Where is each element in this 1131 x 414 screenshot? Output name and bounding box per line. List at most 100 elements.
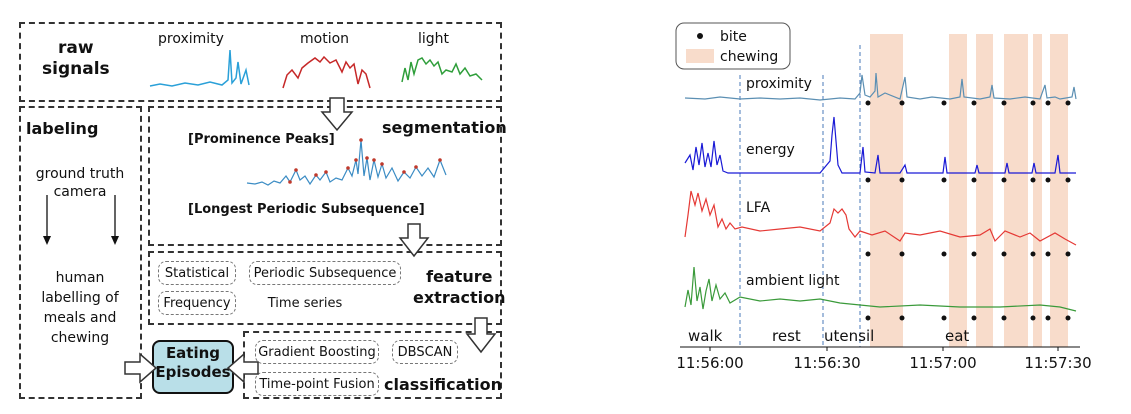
phase-label-eat: eat (945, 327, 969, 345)
bite-marker (899, 100, 905, 106)
proximity-thumbnail (149, 49, 250, 87)
bite-marker (865, 315, 871, 321)
segmentation-box (148, 106, 502, 246)
arrow-down-icon (398, 223, 430, 258)
arrow-down-icon (320, 97, 354, 132)
labeling-title: labeling (26, 119, 99, 138)
feature-title-line1: feature (426, 267, 493, 286)
segmentation-signal (246, 138, 447, 186)
bite-marker (1045, 315, 1051, 321)
bite-marker (899, 251, 905, 257)
light-thumbnail (401, 57, 483, 83)
chewing-regions (870, 34, 1068, 347)
ground-truth-line2: camera (53, 184, 107, 200)
phase-label-utensil: utensil (824, 327, 874, 345)
classifier-dbscan: DBSCAN (392, 340, 458, 364)
labeling-arrows (43, 195, 119, 245)
energy-trace (684, 116, 1076, 174)
legend-bite-label: bite (720, 29, 747, 45)
bite-marker (1030, 251, 1036, 257)
bite-marker (1030, 315, 1036, 321)
human-line2: labelling of (41, 290, 119, 306)
raw-signals-title-line2: signals (42, 59, 110, 79)
bite-marker (1045, 251, 1051, 257)
eating-episodes-line2: Episodes (155, 363, 231, 381)
bite-marker (1045, 100, 1051, 106)
phase-label-walk: walk (688, 327, 723, 345)
bite-marker (1045, 177, 1051, 183)
feature-title-line2: extraction (413, 288, 506, 307)
bite-marker (971, 177, 977, 183)
chewing-region (976, 34, 993, 347)
bite-marker (1001, 251, 1007, 257)
classifier-time-point-fusion: Time-point Fusion (255, 372, 379, 396)
feature-time-series: Time series (255, 291, 355, 315)
signal-label-light: light (418, 31, 450, 47)
bite-markers (865, 100, 1071, 321)
bite-marker (1030, 177, 1036, 183)
proximity-trace (684, 72, 1077, 101)
labeling-ground-truth: ground truth camera (30, 165, 130, 201)
bite-marker (1001, 177, 1007, 183)
bite-marker (1065, 177, 1071, 183)
feature-statistical: Statistical (158, 261, 236, 285)
labeling-human: human labelling of meals and chewing (30, 268, 130, 348)
x-tick-label: 11:57:30 (1024, 354, 1091, 372)
chewing-region (870, 34, 903, 347)
x-tick-label: 11:57:00 (909, 354, 976, 372)
arrow-down-icon (111, 236, 119, 245)
arrow-left-icon (226, 352, 259, 384)
trace-label-lfa: LFA (746, 200, 771, 216)
feature-extraction-box (148, 251, 502, 325)
lfa-trace (684, 190, 1077, 246)
trace-label-proximity: proximity (746, 76, 812, 92)
human-line4: chewing (50, 330, 110, 346)
chewing-region (1050, 34, 1068, 347)
x-tick-label: 11:56:00 (676, 354, 743, 372)
bite-marker (1001, 315, 1007, 321)
segmentation-method-peaks: [Prominence Peaks] (188, 132, 335, 147)
signal-label-proximity: proximity (158, 31, 224, 47)
phase-dividers (739, 45, 861, 347)
plot-legend: bite chewing (675, 22, 791, 70)
chewing-region (949, 34, 967, 347)
bite-marker (971, 100, 977, 106)
raw-signals-title: raw signals (42, 38, 110, 80)
eating-episodes-line1: Eating (165, 344, 221, 362)
feature-periodic-subsequence: Periodic Subsequence (249, 261, 401, 285)
feature-frequency: Frequency (158, 291, 236, 315)
bite-marker (1065, 251, 1071, 257)
bite-marker (1065, 100, 1071, 106)
bite-marker (971, 251, 977, 257)
ground-truth-line1: ground truth (35, 166, 125, 182)
bite-marker (941, 100, 947, 106)
bite-marker (941, 315, 947, 321)
chewing-region (1004, 34, 1028, 347)
bite-marker (865, 251, 871, 257)
ambient-light-trace (684, 266, 1077, 312)
flow-arrows (124, 97, 497, 384)
chewing-region (1033, 34, 1042, 347)
raw-signal-thumbnails (149, 49, 483, 89)
feature-extraction-title: feature extraction (413, 266, 506, 308)
arrow-right-icon (124, 352, 158, 384)
motion-thumbnail (282, 55, 371, 89)
trace-label-energy: energy (746, 142, 795, 158)
human-line3: meals and (43, 310, 117, 326)
signal-plot: bite chewing proximity energy LFA ambien… (675, 22, 1092, 372)
arrow-down-icon (465, 317, 497, 354)
raw-signals-title-line1: raw (58, 38, 94, 58)
bite-marker (941, 177, 947, 183)
segmentation-method-lps: [Longest Periodic Subsequence] (188, 202, 425, 217)
legend-bite-marker (697, 33, 703, 39)
legend-chewing-swatch (686, 49, 714, 63)
human-line1: human (55, 270, 105, 286)
bite-marker (899, 315, 905, 321)
segmentation-title: segmentation (382, 118, 507, 137)
bite-marker (865, 100, 871, 106)
bite-marker (899, 177, 905, 183)
bite-marker (941, 251, 947, 257)
bite-marker (1065, 315, 1071, 321)
raw-signals-box (19, 22, 502, 102)
legend-chewing-label: chewing (720, 49, 778, 65)
